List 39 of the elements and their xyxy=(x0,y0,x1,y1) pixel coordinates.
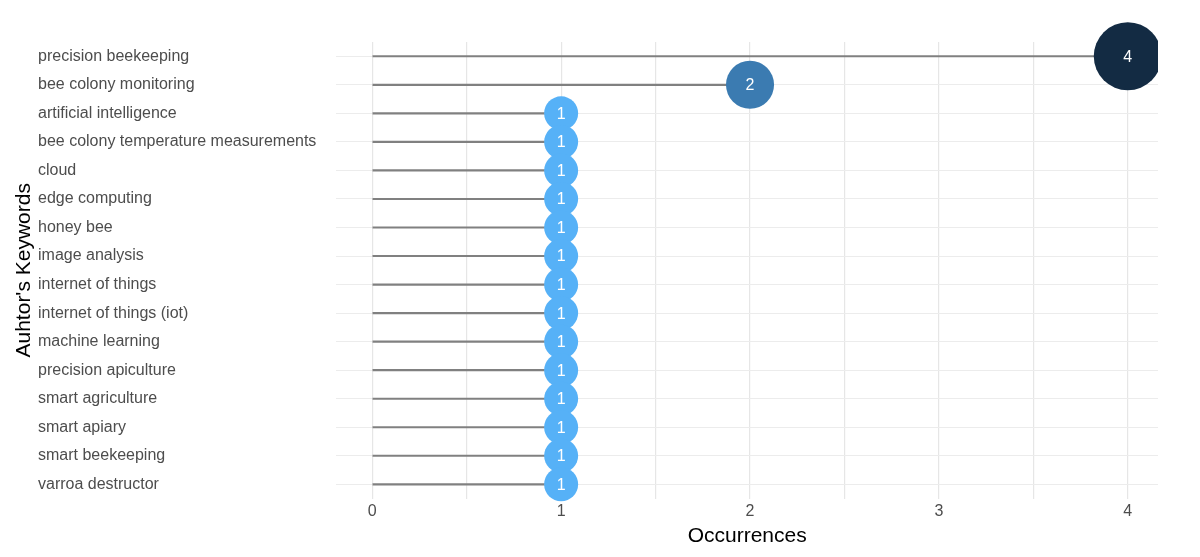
data-label: 4 xyxy=(1123,47,1133,65)
x-tick-label: 2 xyxy=(745,501,755,519)
y-tick-label: cloud xyxy=(38,160,77,178)
y-tick-label: honey bee xyxy=(38,217,113,235)
y-tick-label: internet of things (iot) xyxy=(38,303,189,321)
data-label: 2 xyxy=(745,76,755,94)
y-tick-label: bee colony monitoring xyxy=(38,75,195,93)
data-label: 1 xyxy=(556,247,566,265)
y-tick-label: smart beekeeping xyxy=(38,446,166,464)
data-label: 1 xyxy=(556,418,566,436)
y-tick-label: edge computing xyxy=(38,189,152,207)
y-tick-label: precision beekeeping xyxy=(38,46,190,64)
y-tick-label: artificial intelligence xyxy=(38,103,177,121)
y-tick-label: varroa destructor xyxy=(38,474,160,492)
y-axis-title: Auhtor's Keywords xyxy=(10,183,34,358)
x-axis-title: Occurrences xyxy=(687,523,807,547)
y-tick-label: machine learning xyxy=(38,332,160,350)
y-tick-label: internet of things xyxy=(38,274,157,292)
data-label: 1 xyxy=(556,133,566,151)
data-label: 1 xyxy=(556,104,566,122)
data-label: 1 xyxy=(556,361,566,379)
data-label: 1 xyxy=(556,161,566,179)
y-tick-label: bee colony temperature measurements xyxy=(38,132,317,150)
x-tick-label: 1 xyxy=(556,501,566,519)
x-tick-label: 0 xyxy=(367,501,377,519)
y-tick-label: precision apiculture xyxy=(38,360,176,378)
data-label: 1 xyxy=(556,190,566,208)
data-label: 1 xyxy=(556,390,566,408)
x-tick-label: 4 xyxy=(1123,501,1133,519)
data-label: 1 xyxy=(556,475,566,493)
data-label: 1 xyxy=(556,447,566,465)
data-label: 1 xyxy=(556,304,566,322)
y-tick-label: smart agriculture xyxy=(38,389,158,407)
data-label: 1 xyxy=(556,218,566,236)
x-tick-label: 3 xyxy=(934,501,944,519)
y-tick-label: image analysis xyxy=(38,246,144,264)
y-tick-label: smart apiary xyxy=(38,417,127,435)
data-label: 1 xyxy=(556,333,566,351)
data-label: 1 xyxy=(556,275,566,293)
